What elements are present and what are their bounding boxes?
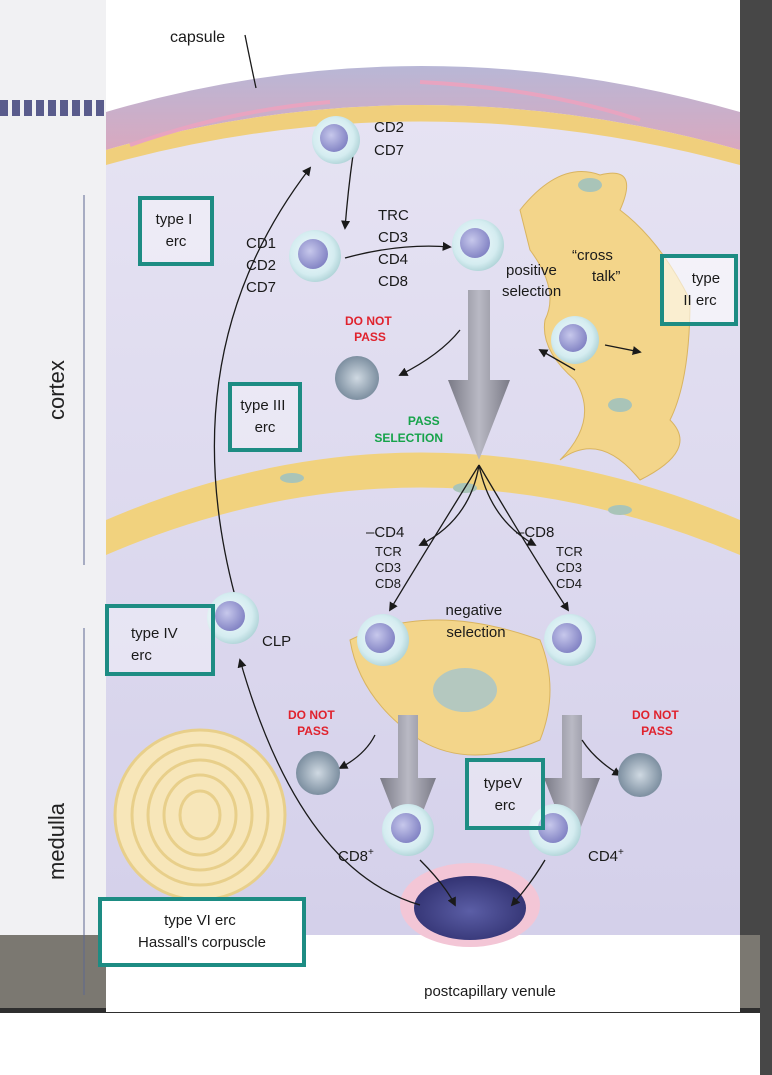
capsule-leader-line <box>244 34 257 89</box>
arrow-cd8-to-venule <box>419 859 456 907</box>
type-v-erc-label: typeV erc <box>484 775 527 814</box>
junction-layer <box>106 452 740 555</box>
marker-stack-cd2-cd7: CD2 CD7 <box>374 119 408 159</box>
positive-selection-label: positive selection <box>502 262 561 300</box>
marker-stack-cd4-lineage: TCR CD3 CD4 <box>556 544 586 591</box>
hassalls-corpuscle <box>113 728 287 902</box>
apoptotic-cell-left <box>296 751 340 795</box>
do-not-pass-right-label: DO NOT PASS <box>632 708 682 738</box>
pass-selection-label: PASS SELECTION <box>374 414 443 445</box>
arrow-to-negative-right <box>478 464 570 612</box>
type-ii-erc-cell <box>519 171 691 481</box>
arrow-to-negative-left <box>389 464 480 612</box>
marker-stack-double-positive: TRC CD3 CD4 CD8 <box>378 207 413 290</box>
arrow-to-do-not-pass-top <box>398 329 461 376</box>
left-panel <box>0 0 112 1012</box>
venule-lumen <box>414 876 526 940</box>
arrow-to-double-positive <box>344 241 452 259</box>
bottom-white <box>0 1011 760 1075</box>
junction-nucleus <box>608 505 632 515</box>
arrow-cd2cd7-to-cd1 <box>341 154 354 230</box>
cell-negative-selection-right <box>544 614 596 666</box>
type-iii-erc-box: type III erc <box>228 382 302 452</box>
minus-cd8-label: –CD8 <box>516 524 554 541</box>
cross-talk-label: “cross talk” <box>572 247 620 285</box>
cell-double-positive <box>452 219 504 271</box>
cross-talk-arrow <box>604 344 642 356</box>
type-iii-erc-label: type III erc <box>240 397 289 436</box>
capsule-fiber <box>419 80 641 122</box>
arrow-to-do-not-pass-left <box>338 734 376 769</box>
medulla-label: medulla <box>44 802 69 880</box>
cell-positive-selection <box>551 316 599 364</box>
minus-cd4-label: –CD4 <box>366 524 404 541</box>
capsule-fiber <box>129 100 331 147</box>
decorative-dashes <box>0 100 104 116</box>
cross-talk-arrow <box>538 349 576 371</box>
cd8-plus-label: CD8+ <box>338 847 374 865</box>
type-i-erc-box: type I erc <box>138 196 214 266</box>
cell-cd1-cd2-cd7 <box>289 230 341 282</box>
negative-selection-label: negative selection <box>446 602 507 641</box>
arrow-minus-cd4 <box>418 464 480 546</box>
junction-nucleus <box>280 473 304 483</box>
right-frame <box>740 0 772 1075</box>
cell-cd8-plus <box>382 804 434 856</box>
arrow-minus-cd8 <box>478 464 537 546</box>
type-vi-erc-box: type VI erc Hassall's corpuscle <box>98 897 306 967</box>
cell-clp <box>207 592 259 644</box>
type-ii-erc-box: type II erc <box>660 254 738 326</box>
arrow-cd4-to-venule <box>510 859 546 907</box>
type-vi-erc-label: type VI erc Hassall's corpuscle <box>138 912 266 951</box>
type-ii-erc-label: type II erc <box>683 270 724 309</box>
postcapillary-venule-label: postcapillary venule <box>424 983 556 1000</box>
clp-label: CLP <box>262 633 291 650</box>
stromal-nucleus <box>578 178 602 192</box>
cell-cd2-cd7 <box>312 116 360 164</box>
cd4-maturation-arrow <box>544 715 600 850</box>
do-not-pass-top-label: DO NOT PASS <box>345 314 395 344</box>
capsule-label: capsule <box>170 29 225 46</box>
type-v-erc-nucleus <box>433 668 497 712</box>
type-i-erc-label: type I erc <box>156 211 197 250</box>
cd4-plus-label: CD4+ <box>588 847 624 865</box>
type-iv-erc-label: type IV erc <box>131 625 182 664</box>
type-v-erc-box: typeV erc <box>465 758 545 830</box>
cd8-maturation-arrow <box>380 715 436 850</box>
type-iv-erc-box: type IV erc <box>105 604 215 676</box>
apoptotic-cell-top <box>335 356 379 400</box>
arrow-venule-to-clp <box>237 658 421 906</box>
apoptotic-cell-right <box>618 753 662 797</box>
cortex-label: cortex <box>44 360 69 420</box>
cell-negative-selection-left <box>357 614 409 666</box>
pass-selection-arrow <box>448 290 510 460</box>
do-not-pass-left-label: DO NOT PASS <box>288 708 338 738</box>
marker-stack-cd8-lineage: TCR CD3 CD8 <box>375 544 405 591</box>
arrow-to-do-not-pass-right <box>581 739 622 776</box>
capsule-stromal-layer <box>106 105 740 165</box>
stromal-nucleus <box>608 398 632 412</box>
marker-stack-cd1-cd2-cd7: CD1 CD2 CD7 <box>246 235 280 296</box>
arrow-clp-to-capsule <box>213 166 312 597</box>
capsule-layer <box>106 66 740 150</box>
